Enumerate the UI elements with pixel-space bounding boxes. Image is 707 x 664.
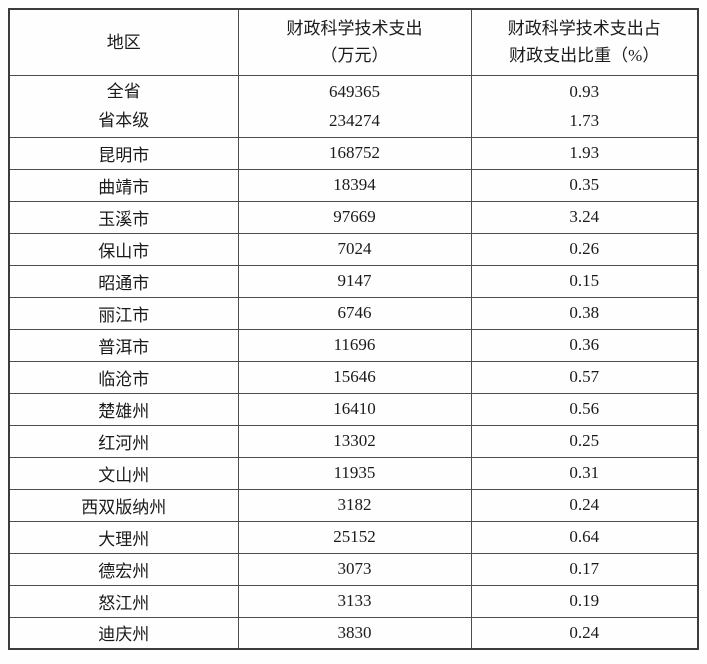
cell-expenditure: 7024 — [237, 232, 472, 266]
cell-ratio: 3.24 — [470, 200, 699, 234]
column-header-ratio: 财政科学技术支出占 财政支出比重（%） — [470, 8, 699, 76]
table-row: 昆明市 168752 1.93 — [8, 136, 699, 170]
table-row: 曲靖市 18394 0.35 — [8, 168, 699, 202]
column-header-ratio-line2: 财政支出比重（%） — [509, 46, 660, 66]
cell-region: 保山市 — [8, 232, 239, 266]
cell-ratio: 0.35 — [470, 168, 699, 202]
cell-expenditure: 16410 — [237, 392, 472, 426]
cell-region: 丽江市 — [8, 296, 239, 330]
table-header-row: 地区 财政科学技术支出 （万元） 财政科学技术支出占 财政支出比重（%） — [8, 8, 699, 76]
cell-ratio: 0.25 — [470, 424, 699, 458]
cell-region: 玉溪市 — [8, 200, 239, 234]
cell-expenditure: 3133 — [237, 584, 472, 618]
cell-expenditure: 3182 — [237, 488, 472, 522]
cell-region: 普洱市 — [8, 328, 239, 362]
column-header-expenditure-line1: 财政科学技术支出 — [286, 19, 423, 39]
cell-expenditure: 97669 — [237, 200, 472, 234]
table-row: 迪庆州 3830 0.24 — [8, 616, 699, 650]
cell-ratio: 0.64 — [470, 520, 699, 554]
cell-ratio: 0.36 — [470, 328, 699, 362]
table-row: 文山州 11935 0.31 — [8, 456, 699, 490]
cell-expenditure: 168752 — [237, 136, 472, 170]
table-row: 怒江州 3133 0.19 — [8, 584, 699, 618]
column-header-expenditure: 财政科学技术支出 （万元） — [237, 8, 472, 76]
cell-region: 迪庆州 — [8, 616, 239, 650]
table-row: 普洱市 11696 0.36 — [8, 328, 699, 362]
cell-ratio: 0.24 — [470, 488, 699, 522]
cell-region: 昭通市 — [8, 264, 239, 298]
table-row: 昭通市 9147 0.15 — [8, 264, 699, 298]
table-row: 西双版纳州 3182 0.24 — [8, 488, 699, 522]
cell-region: 西双版纳州 — [8, 488, 239, 522]
cell-expenditure: 11935 — [237, 456, 472, 490]
cell-expenditure: 25152 — [237, 520, 472, 554]
cell-expenditure: 13302 — [237, 424, 472, 458]
cell-ratio: 1.93 — [470, 136, 699, 170]
summary-row: 全省省本级 649365 234274 0.93 1.73 — [8, 74, 699, 138]
summary-cell-region: 全省 省本级 — [8, 74, 239, 138]
summary-line-region: 全省 — [106, 82, 141, 101]
cell-ratio: 0.15 — [470, 264, 699, 298]
table-row: 德宏州 3073 0.17 — [8, 552, 699, 586]
cell-region: 怒江州 — [8, 584, 239, 618]
cell-expenditure: 15646 — [237, 360, 472, 394]
fiscal-expenditure-table: 地区 财政科学技术支出 （万元） 财政科学技术支出占 财政支出比重（%） 全省省… — [8, 8, 699, 650]
cell-ratio: 0.17 — [470, 552, 699, 586]
cell-expenditure: 3830 — [237, 616, 472, 650]
cell-region: 楚雄州 — [8, 392, 239, 426]
cell-expenditure: 6746 — [237, 296, 472, 330]
cell-ratio: 0.31 — [470, 456, 699, 490]
cell-expenditure: 9147 — [237, 264, 472, 298]
table-row: 丽江市 6746 0.38 — [8, 296, 699, 330]
cell-region: 文山州 — [8, 456, 239, 490]
column-header-ratio-line1: 财政科学技术支出占 — [507, 19, 661, 39]
column-header-expenditure-line2: （万元） — [320, 46, 389, 66]
cell-ratio: 0.38 — [470, 296, 699, 330]
table-row: 大理州 25152 0.64 — [8, 520, 699, 554]
table-row: 临沧市 15646 0.57 — [8, 360, 699, 394]
cell-region: 德宏州 — [8, 552, 239, 586]
table-row: 玉溪市 97669 3.24 — [8, 200, 699, 234]
cell-ratio: 0.19 — [470, 584, 699, 618]
summary-line-ratio: 0.93 — [569, 82, 600, 101]
cell-region: 大理州 — [8, 520, 239, 554]
cell-region: 曲靖市 — [8, 168, 239, 202]
summary-cell-expenditure: 649365 234274 — [237, 74, 472, 138]
cell-expenditure: 3073 — [237, 552, 472, 586]
cell-region: 临沧市 — [8, 360, 239, 394]
cell-region: 红河州 — [8, 424, 239, 458]
summary-cell-ratio: 0.93 1.73 — [470, 74, 699, 138]
cell-region: 昆明市 — [8, 136, 239, 170]
summary-line-expenditure: 234274 — [329, 111, 380, 130]
cell-ratio: 0.56 — [470, 392, 699, 426]
summary-line-ratio: 1.73 — [569, 111, 600, 130]
column-header-region: 地区 — [8, 8, 239, 76]
cell-expenditure: 11696 — [237, 328, 472, 362]
cell-expenditure: 18394 — [237, 168, 472, 202]
summary-line-expenditure: 649365 — [329, 82, 380, 101]
cell-ratio: 0.57 — [470, 360, 699, 394]
cell-ratio: 0.26 — [470, 232, 699, 266]
table-row: 红河州 13302 0.25 — [8, 424, 699, 458]
table-row: 保山市 7024 0.26 — [8, 232, 699, 266]
cell-ratio: 0.24 — [470, 616, 699, 650]
table-body: 全省 省本级 649365 234274 0.93 1.73 昆明市 168752 1.93 曲靖… — [8, 74, 699, 650]
summary-line-region: 省本级 — [98, 111, 150, 130]
table-row: 楚雄州 16410 0.56 — [8, 392, 699, 426]
column-header-region-label: 地区 — [106, 32, 141, 52]
